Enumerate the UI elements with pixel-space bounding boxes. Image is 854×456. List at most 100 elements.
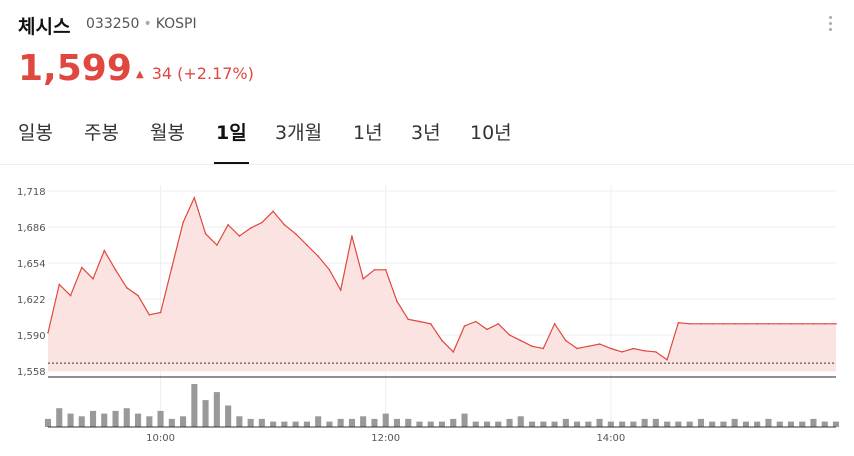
volume-bar bbox=[157, 410, 164, 427]
price-point bbox=[463, 325, 466, 327]
volume-bar bbox=[787, 421, 794, 427]
price-point bbox=[565, 339, 567, 342]
price-point bbox=[328, 268, 331, 271]
volume-bar bbox=[326, 421, 333, 427]
price-point bbox=[711, 322, 713, 325]
price-point bbox=[587, 345, 590, 348]
volume-bar bbox=[765, 418, 772, 427]
price-point bbox=[801, 322, 804, 325]
price-point bbox=[317, 255, 319, 258]
price-point bbox=[114, 268, 117, 271]
price-point bbox=[497, 322, 500, 325]
price-point bbox=[767, 322, 770, 325]
tab-1year[interactable]: 1년 bbox=[353, 118, 383, 162]
price-point bbox=[790, 322, 792, 325]
volume-bar bbox=[742, 421, 749, 427]
price-point bbox=[148, 313, 151, 316]
y-tick-label: 1,622 bbox=[17, 295, 46, 306]
stock-header: 체시스 033250 • KOSPI bbox=[18, 10, 836, 40]
period-tabs: 일봉 주봉 월봉 1일 3개월 1년 3년 10년 bbox=[18, 118, 838, 166]
volume-bar bbox=[832, 421, 839, 427]
volume-bar bbox=[405, 418, 412, 427]
price-point bbox=[835, 322, 837, 325]
volume-bar bbox=[191, 384, 198, 427]
volume-bar bbox=[427, 421, 434, 427]
volume-bar bbox=[78, 416, 85, 428]
price-area bbox=[48, 197, 836, 371]
price-point bbox=[643, 349, 646, 352]
stock-name: 체시스 bbox=[18, 16, 71, 38]
price-point bbox=[249, 227, 252, 229]
volume-bar bbox=[551, 421, 558, 427]
price-point bbox=[373, 268, 376, 271]
tab-3year[interactable]: 3년 bbox=[411, 118, 441, 162]
volume-bar bbox=[236, 416, 243, 428]
price-point bbox=[598, 343, 601, 345]
separator-dot-icon: • bbox=[143, 16, 152, 32]
volume-bar bbox=[416, 421, 423, 427]
tab-monthly[interactable]: 월봉 bbox=[150, 118, 185, 162]
price-point bbox=[429, 322, 432, 325]
price-point bbox=[193, 196, 196, 199]
price-point bbox=[103, 249, 106, 252]
tab-daily[interactable]: 일봉 bbox=[18, 118, 53, 162]
volume-bar bbox=[821, 421, 828, 427]
more-vertical-icon[interactable] bbox=[826, 16, 834, 36]
volume-bar bbox=[135, 413, 142, 427]
tab-10year[interactable]: 10년 bbox=[470, 118, 512, 162]
volume-bar bbox=[664, 421, 671, 427]
volume-bar bbox=[112, 410, 119, 427]
volume-bar bbox=[484, 421, 491, 427]
price-point bbox=[823, 322, 826, 325]
price-point bbox=[441, 339, 443, 342]
price-point bbox=[407, 318, 410, 321]
y-tick-label: 1,654 bbox=[17, 259, 46, 270]
price-point bbox=[306, 244, 308, 246]
volume-bar bbox=[270, 421, 277, 427]
price-point bbox=[756, 322, 758, 325]
price-point bbox=[216, 244, 218, 246]
x-tick-label: 12:00 bbox=[371, 433, 400, 444]
volume-bar bbox=[303, 421, 310, 427]
stock-code: 033250 bbox=[86, 16, 140, 32]
y-tick-label: 1,718 bbox=[17, 187, 46, 198]
volume-bar bbox=[393, 418, 400, 427]
volume-bar bbox=[438, 421, 445, 427]
y-tick-label: 1,558 bbox=[17, 367, 46, 378]
volume-bar bbox=[641, 418, 648, 427]
price-point bbox=[47, 331, 49, 334]
price-point bbox=[384, 268, 387, 271]
volume-bar bbox=[348, 418, 355, 427]
tab-label: 주봉 bbox=[84, 122, 119, 144]
tab-label: 일봉 bbox=[18, 122, 53, 144]
price-point bbox=[283, 223, 286, 226]
price-point bbox=[159, 311, 162, 314]
tab-label: 10년 bbox=[470, 122, 512, 144]
price-point bbox=[666, 358, 668, 361]
tab-1day[interactable]: 1일 bbox=[214, 118, 249, 164]
volume-bar bbox=[607, 421, 614, 427]
volume-bar bbox=[652, 418, 659, 427]
volume-bar bbox=[540, 421, 547, 427]
stock-market: KOSPI bbox=[155, 16, 197, 32]
volume-bar bbox=[225, 405, 232, 427]
volume-bar bbox=[619, 421, 626, 427]
volume-bar bbox=[123, 408, 130, 427]
price-point bbox=[576, 347, 578, 350]
tab-label: 1년 bbox=[353, 122, 383, 144]
volume-bar bbox=[472, 421, 479, 427]
price-point bbox=[542, 347, 545, 350]
tab-3month[interactable]: 3개월 bbox=[275, 118, 322, 162]
price-point bbox=[677, 321, 680, 324]
y-tick-label: 1,590 bbox=[17, 331, 46, 342]
price-point bbox=[418, 320, 421, 323]
tab-weekly[interactable]: 주봉 bbox=[84, 118, 119, 162]
volume-bar bbox=[596, 418, 603, 427]
volume-bar bbox=[450, 418, 457, 427]
volume-bar bbox=[720, 421, 727, 427]
volume-bar bbox=[495, 421, 502, 427]
price-point bbox=[520, 339, 522, 342]
price-point bbox=[452, 351, 455, 353]
tab-label: 월봉 bbox=[150, 122, 185, 144]
intraday-chart[interactable]: 1,718 1,686 1,654 1,622 1,590 1,558 10:00 12:00… bbox=[0, 165, 854, 456]
